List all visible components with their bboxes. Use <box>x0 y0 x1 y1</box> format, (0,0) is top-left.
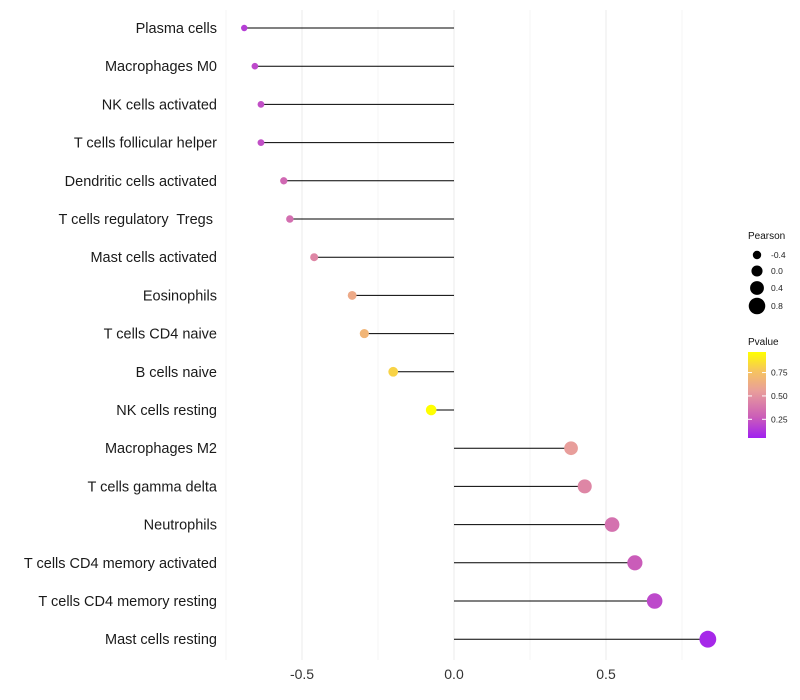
category-label: T cells follicular helper <box>74 136 217 152</box>
size-legend-key <box>752 250 762 260</box>
size-legend-key <box>751 265 763 277</box>
category-label: Macrophages M2 <box>105 441 217 457</box>
category-label: B cells naive <box>136 365 217 381</box>
data-point <box>286 215 294 223</box>
data-point <box>347 290 357 300</box>
category-label: Neutrophils <box>144 518 217 534</box>
size-legend-label: -0.4 <box>771 250 786 260</box>
category-label: Dendritic cells activated <box>65 174 217 190</box>
category-label: Macrophages M0 <box>105 59 217 75</box>
size-legend-key <box>750 281 764 295</box>
category-label: T cells CD4 memory activated <box>24 556 217 572</box>
data-point <box>280 177 288 185</box>
size-legend-label: 0.0 <box>771 266 783 276</box>
x-tick-label: 0.0 <box>444 666 464 682</box>
data-point <box>251 62 259 70</box>
data-point <box>425 404 437 416</box>
category-label: T cells CD4 naive <box>104 327 217 343</box>
pearson-size-legend: Pearson -0.4 0.0 0.4 0.8 <box>748 231 786 315</box>
data-point <box>627 555 643 571</box>
data-point <box>388 366 399 377</box>
x-tick-labels: -0.5 0.0 0.5 <box>290 666 616 682</box>
colorbar-label: 0.25 <box>771 414 788 424</box>
stems <box>244 27 708 640</box>
data-point <box>257 100 265 108</box>
data-point <box>257 139 265 147</box>
dots <box>241 24 717 648</box>
pvalue-colorbar <box>748 352 766 438</box>
category-label: NK cells activated <box>102 97 217 113</box>
pearson-legend-title: Pearson <box>748 231 785 242</box>
category-label: T cells regulatory Tregs <box>59 212 218 228</box>
data-point <box>646 593 663 609</box>
data-point <box>604 517 620 532</box>
data-point <box>310 253 319 262</box>
category-label: Eosinophils <box>143 288 217 304</box>
category-label: Mast cells resting <box>105 632 217 648</box>
data-point <box>564 441 578 456</box>
data-point <box>699 630 717 648</box>
category-label: Plasma cells <box>136 21 217 37</box>
x-tick-label: 0.5 <box>596 666 616 682</box>
pvalue-legend-title: Pvalue <box>748 337 779 348</box>
x-tick-label: -0.5 <box>290 666 314 682</box>
category-label: NK cells resting <box>116 403 217 419</box>
category-label: T cells CD4 memory resting <box>38 594 217 610</box>
category-labels: Plasma cells Macrophages M0 NK cells activ… <box>24 21 218 648</box>
size-legend-label: 0.4 <box>771 283 783 293</box>
category-label: Mast cells activated <box>90 250 217 266</box>
gridlines <box>225 10 683 660</box>
colorbar-label: 0.50 <box>771 391 788 401</box>
category-label: T cells gamma delta <box>88 479 218 495</box>
size-legend-label: 0.8 <box>771 301 783 311</box>
size-legend-key <box>748 297 766 315</box>
data-point <box>241 24 248 32</box>
data-point <box>359 329 369 339</box>
data-point <box>577 479 592 494</box>
pvalue-color-legend: Pvalue 0.75 0.50 0.25 <box>748 337 788 438</box>
colorbar-label: 0.75 <box>771 368 788 378</box>
